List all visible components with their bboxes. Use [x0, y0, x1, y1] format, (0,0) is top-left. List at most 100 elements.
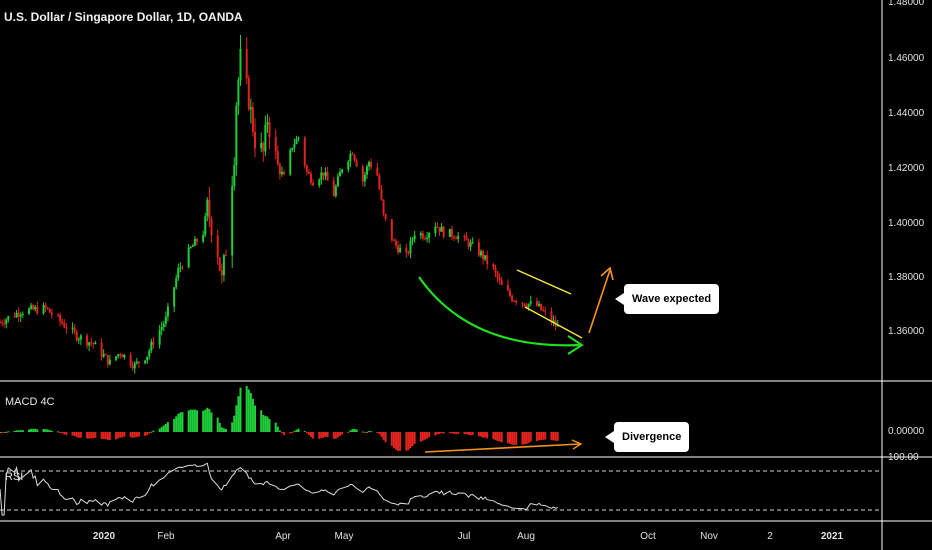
- macd-bar: [65, 432, 68, 436]
- candle-body: [121, 354, 124, 358]
- candle-body: [260, 143, 263, 149]
- candle-body: [160, 326, 163, 331]
- channel-lower-line: [524, 306, 583, 339]
- macd-bar: [434, 432, 437, 436]
- candle-body: [370, 162, 373, 168]
- macd-bar: [5, 431, 8, 433]
- macd-bar: [438, 432, 441, 434]
- macd-bar: [419, 432, 422, 442]
- candle-body: [467, 240, 470, 247]
- candle-body: [535, 301, 538, 306]
- macd-bar: [160, 426, 163, 432]
- macd-bar: [399, 432, 402, 451]
- candle-body: [206, 199, 209, 217]
- candle-body: [515, 300, 518, 303]
- macd-bar: [233, 415, 236, 432]
- candle-body: [434, 226, 437, 234]
- candle-body: [50, 312, 53, 315]
- candle-body: [324, 172, 327, 176]
- macd-bar: [30, 428, 33, 432]
- macd-bar: [486, 432, 489, 439]
- candle-body: [312, 182, 315, 186]
- candle-body: [19, 314, 22, 317]
- candle-body: [208, 199, 211, 219]
- candle-body: [496, 272, 499, 278]
- candle-body: [57, 314, 60, 316]
- candle-body: [148, 350, 151, 357]
- candle-body: [527, 303, 530, 308]
- candle-body: [92, 343, 95, 345]
- macd-bar: [28, 429, 31, 432]
- candle-body: [509, 290, 511, 296]
- macd-bar: [426, 432, 429, 439]
- price-tick: 1.44000: [888, 108, 925, 119]
- rsi-label: RSI: [5, 471, 24, 483]
- candle-body: [162, 323, 165, 327]
- candle-body: [48, 308, 51, 313]
- macd-bar: [467, 432, 470, 436]
- bottom-curve-arrowhead: [567, 335, 584, 355]
- macd-bar: [135, 432, 138, 437]
- wave-expected-callout: Wave expected: [614, 284, 720, 314]
- price-tick: 1.46000: [888, 53, 925, 64]
- candle-body: [75, 331, 78, 341]
- candle-body: [453, 236, 456, 239]
- macd-bar: [46, 429, 49, 432]
- macd-bar: [309, 432, 312, 438]
- macd-bar: [525, 432, 528, 444]
- candle-body: [353, 154, 356, 161]
- candle-body: [173, 287, 176, 307]
- macd-bar: [152, 430, 155, 432]
- candle-body: [135, 361, 138, 364]
- macd-bar: [0, 432, 1, 433]
- macd-bar: [137, 432, 140, 437]
- candle-body: [254, 131, 256, 149]
- macd-bar: [382, 432, 385, 440]
- candle-body: [438, 227, 441, 232]
- macd-bar: [204, 409, 207, 432]
- macd-bar: [293, 431, 296, 433]
- macd-bar: [32, 428, 35, 432]
- macd-bar: [79, 432, 82, 438]
- macd-bar: [552, 432, 555, 441]
- candle-body: [538, 303, 541, 306]
- candle-body: [525, 306, 528, 308]
- macd-bar: [322, 432, 325, 438]
- macd-bar: [90, 432, 93, 439]
- rsi-tick: 100.00: [888, 452, 919, 463]
- macd-bar: [498, 432, 501, 442]
- macd-bar: [394, 432, 397, 450]
- macd-bar: [455, 432, 458, 435]
- candle-body: [498, 277, 501, 281]
- macd-bar: [544, 432, 547, 440]
- macd-bar: [191, 409, 194, 432]
- candle-body: [0, 322, 1, 324]
- candle-body: [289, 149, 292, 175]
- macd-bar: [57, 431, 60, 433]
- chart-title: U.S. Dollar / Singapore Dollar, 1D, OAND…: [4, 10, 243, 24]
- macd-bar: [36, 429, 39, 432]
- macd-bar: [75, 432, 78, 438]
- candle-body: [552, 320, 555, 323]
- candle-body: [202, 234, 205, 242]
- macd-bar: [210, 412, 213, 432]
- macd-bar: [380, 432, 383, 437]
- macd-bar: [368, 431, 371, 433]
- candle-body: [44, 305, 47, 308]
- candle-body: [59, 315, 62, 322]
- candle-body: [378, 175, 381, 189]
- candle-body: [421, 233, 424, 239]
- candle-body: [278, 164, 281, 175]
- macd-bar: [509, 432, 511, 444]
- candle-body: [274, 137, 277, 152]
- candle-body: [394, 241, 397, 246]
- candle-body: [442, 226, 445, 237]
- macd-bar: [21, 430, 24, 432]
- macd-bar: [88, 432, 91, 439]
- candle-body: [187, 247, 190, 268]
- macd-bar: [106, 432, 109, 441]
- candle-body: [455, 238, 458, 240]
- macd-bar: [554, 432, 557, 441]
- macd-bar: [187, 410, 190, 432]
- candle-body: [158, 330, 161, 345]
